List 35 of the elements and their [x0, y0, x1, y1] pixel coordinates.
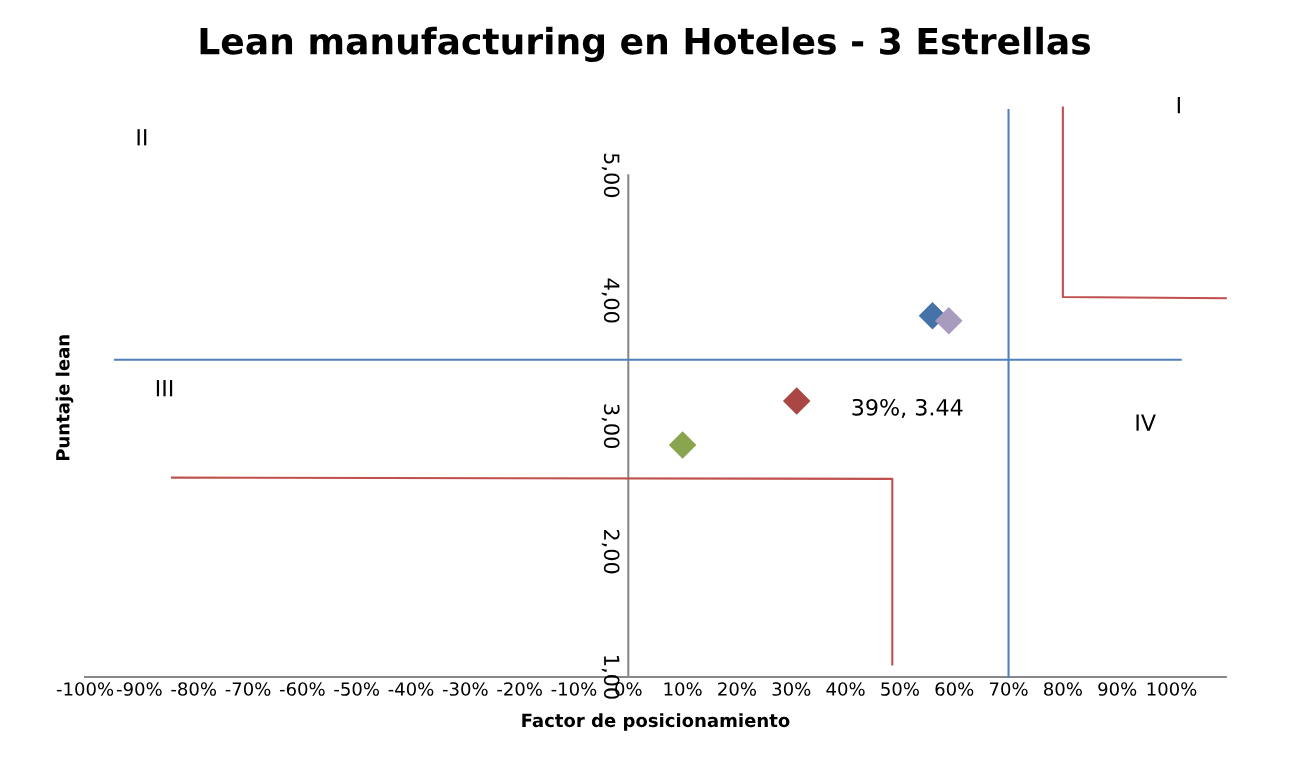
y-tick-label: 5,00	[601, 153, 620, 198]
y-tick-label: 3,00	[601, 404, 620, 448]
x-tick-label: 90%	[1098, 682, 1137, 696]
x-tick-label: 60%	[935, 682, 974, 696]
y-tick-label: 2,00	[601, 529, 620, 574]
x-tick-label: 80%	[1044, 682, 1082, 696]
x-tick-label: 40%	[826, 682, 865, 696]
x-axis-title: Factor de posicionamiento	[522, 713, 790, 731]
point	[669, 431, 697, 459]
x-tick-label: -90%	[116, 682, 162, 696]
y-tick-label: 4,00	[601, 278, 620, 323]
x-tick-label: 100%	[1147, 682, 1197, 696]
x-tick-label: -70%	[225, 682, 271, 696]
x-tick-label: -60%	[279, 682, 325, 696]
x-tick-label: 70%	[989, 682, 1028, 696]
annotation: 39%, 3.44	[852, 398, 963, 418]
x-tick-label: -100%	[56, 682, 114, 696]
x-tick-label: 30%	[772, 682, 811, 696]
x-tick-label: -50%	[334, 682, 380, 696]
annotation: III	[156, 380, 173, 397]
x-tick-label: 50%	[881, 682, 919, 696]
annotation: IV	[1136, 414, 1156, 431]
x-tick-label: 20%	[718, 682, 757, 696]
x-tick-label: 10%	[664, 682, 702, 696]
annotation: II	[137, 129, 147, 146]
x-tick-label: -10%	[551, 682, 597, 696]
point	[783, 387, 811, 415]
y-axis-title: Puntaje lean	[55, 335, 74, 461]
x-tick-label: -80%	[171, 682, 217, 696]
x-tick-label: -20%	[497, 682, 542, 696]
chart-title: Lean manufacturing en Hoteles - 3 Estrellas	[200, 26, 1090, 63]
x-tick-label: -30%	[442, 682, 488, 696]
annotation: I	[1177, 97, 1180, 114]
x-tick-label: -40%	[388, 682, 434, 696]
point	[935, 307, 963, 335]
